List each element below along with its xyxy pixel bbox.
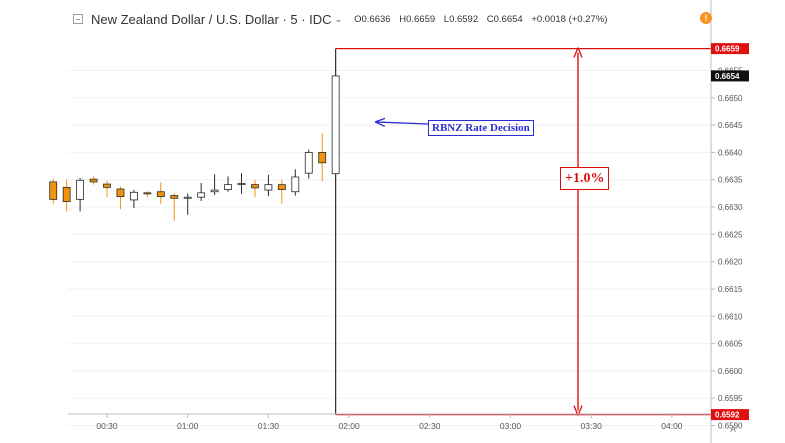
- candle-body-down: [277, 184, 286, 190]
- candle: [170, 193, 179, 221]
- candle: [76, 178, 84, 212]
- candle: [183, 193, 192, 215]
- candle: [197, 182, 206, 202]
- x-tick-label: 01:30: [258, 421, 280, 431]
- x-axis[interactable]: 00:30 01:00 01:30 02:00 02:30 03:00 03:30 04:00: [96, 414, 683, 431]
- candle-body-down: [116, 188, 125, 198]
- chevron-down-icon[interactable]: ⌄: [334, 13, 343, 24]
- lower-price-badge-text: 0.6592: [715, 411, 740, 420]
- candle: [62, 179, 71, 212]
- range-annotation: [335, 49, 711, 415]
- candle-body-down: [49, 181, 58, 200]
- x-tick-label: 03:00: [500, 421, 522, 431]
- y-tick-label: 0.6625: [718, 230, 743, 239]
- candle: [251, 179, 259, 198]
- candle-body-up: [291, 176, 300, 193]
- candle: [304, 149, 313, 179]
- y-tick-label: 0.6630: [718, 203, 743, 212]
- candle-body-up: [304, 152, 313, 174]
- y-tick-label: 0.6590: [718, 422, 743, 431]
- last-price-badge: 0.6654: [711, 70, 749, 82]
- ohlc-values: O0.6636 H0.6659 L0.6592 C0.6654 +0.0018 …: [354, 14, 613, 25]
- candle-body-up: [197, 192, 206, 198]
- candle-body-down: [156, 191, 165, 198]
- candles: [49, 48, 340, 415]
- y-tick-label: 0.6640: [718, 148, 743, 157]
- y-tick-label: 0.6600: [718, 367, 743, 376]
- low-value: L0.6592: [443, 13, 479, 25]
- collapse-icon[interactable]: [73, 14, 83, 24]
- candle: [331, 48, 340, 415]
- candle: [237, 173, 246, 194]
- upper-price-badge-text: 0.6659: [715, 45, 740, 54]
- grid: [68, 69, 711, 427]
- y-tick-label: 0.6610: [718, 312, 743, 321]
- x-tick-label: 01:00: [177, 421, 199, 431]
- x-tick-label: 03:30: [581, 421, 603, 431]
- open-value: O0.6636: [354, 13, 391, 25]
- candle-body-down: [143, 192, 152, 195]
- chart-legend: New Zealand Dollar / U.S. Dollar · 5 · I…: [73, 11, 613, 27]
- last-price-badge-bg: [711, 70, 749, 82]
- close-value: C0.6654: [486, 13, 523, 25]
- candle-body-up: [76, 179, 84, 200]
- candle: [103, 180, 111, 198]
- event-arrow: [376, 122, 429, 124]
- candle: [224, 176, 232, 192]
- candle: [49, 178, 58, 204]
- lower-price-badge: 0.6592: [711, 409, 749, 421]
- candle-body-down: [62, 186, 71, 202]
- candle: [143, 191, 152, 198]
- change-value: +0.0018 (+0.27%): [531, 13, 608, 25]
- candle-body-up: [331, 75, 340, 175]
- candle-body-down: [103, 183, 111, 188]
- y-tick-label: 0.6645: [718, 121, 743, 130]
- y-tick-label: 0.6635: [718, 176, 743, 185]
- high-value: H0.6659: [399, 13, 436, 25]
- x-tick-label: 02:30: [419, 421, 441, 431]
- candle: [89, 176, 98, 185]
- y-tick-label: 0.6650: [718, 94, 743, 103]
- price-badges: 0.6659 0.6654 0.6592: [711, 43, 749, 421]
- candle-body-up: [237, 183, 246, 185]
- candle: [277, 179, 286, 204]
- candle: [264, 174, 273, 197]
- candle: [129, 190, 138, 209]
- candle-body-up: [264, 184, 273, 191]
- candle-body-down: [89, 178, 98, 183]
- upper-price-badge-bg: [711, 43, 749, 55]
- lower-price-badge-bg: [711, 409, 749, 421]
- candle: [116, 186, 125, 210]
- candle: [156, 182, 165, 204]
- scale-mode-label[interactable]: A: [730, 425, 736, 434]
- last-price-badge-text: 0.6654: [715, 72, 740, 81]
- candle-body-down: [170, 195, 179, 199]
- y-axis[interactable]: 0.66550.66500.66450.66400.66350.66300.66…: [711, 66, 743, 431]
- symbol-title[interactable]: New Zealand Dollar / U.S. Dollar · 5 · I…: [91, 11, 332, 27]
- candle-body-down: [251, 184, 259, 189]
- y-tick-label: 0.6620: [718, 258, 743, 267]
- candle-body-up: [224, 184, 232, 190]
- candle-body-down: [318, 152, 327, 164]
- candle: [210, 174, 219, 196]
- candle-body-up: [129, 191, 138, 201]
- x-tick-label: 00:30: [96, 421, 118, 431]
- scale-mode-button[interactable]: A: [730, 425, 736, 434]
- upper-price-badge: 0.6659: [711, 43, 749, 55]
- y-tick-label: 0.6615: [718, 285, 743, 294]
- candle-body-up: [210, 189, 219, 193]
- y-tick-label: 0.6595: [718, 394, 743, 403]
- x-tick-label: 04:00: [661, 421, 683, 431]
- range-change-label: +1.0%: [560, 167, 610, 190]
- event-annotation-label: RBNZ Rate Decision: [428, 120, 534, 136]
- y-tick-label: 0.6605: [718, 340, 743, 349]
- candle: [318, 133, 327, 182]
- warning-icon[interactable]: !: [700, 12, 712, 24]
- candle-body-up: [183, 196, 192, 199]
- candle: [291, 169, 300, 196]
- x-tick-label: 02:00: [338, 421, 360, 431]
